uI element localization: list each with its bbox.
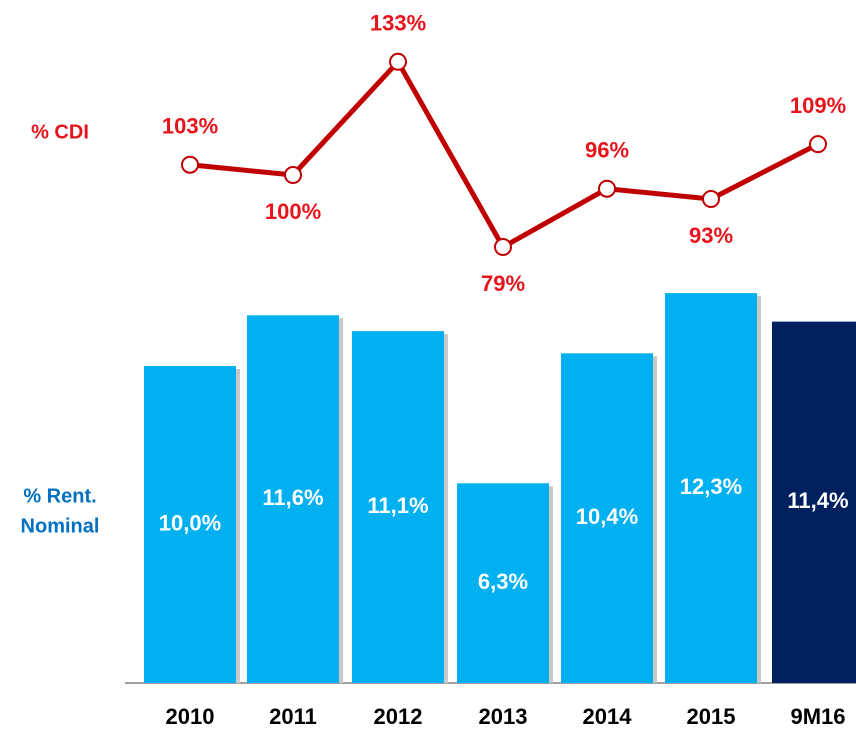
bar — [144, 366, 236, 683]
x-tick-label: 2011 — [269, 704, 317, 729]
bar — [247, 315, 339, 683]
x-tick-label: 2014 — [583, 704, 633, 729]
line-value-label: 133% — [370, 11, 426, 36]
line-value-label: 109% — [790, 93, 846, 118]
bar-value-label: 6,3% — [478, 569, 528, 594]
line-value-label: 79% — [481, 271, 525, 296]
x-tick-label: 2013 — [479, 704, 528, 729]
line-marker — [598, 179, 616, 198]
bar — [457, 483, 549, 683]
row-label: % CDI — [31, 121, 89, 143]
line-marker — [389, 52, 407, 71]
x-tick-label: 9M16 — [790, 704, 845, 729]
line-marker — [494, 238, 512, 257]
line-value-label: 93% — [689, 223, 733, 248]
line-marker — [284, 166, 302, 184]
line-marker — [702, 190, 720, 209]
line-marker — [181, 155, 199, 174]
bar — [561, 353, 653, 683]
bar-value-label: 10,4% — [576, 504, 638, 529]
line-value-label: 100% — [265, 199, 321, 224]
bar-value-label: 11,1% — [367, 493, 428, 518]
bar — [352, 331, 444, 683]
bar-value-label: 11,6% — [262, 485, 323, 510]
line-value-label: 96% — [585, 138, 629, 163]
line-value-label: 103% — [162, 114, 218, 139]
bar-value-label: 11,4% — [787, 488, 848, 513]
x-tick-label: 2015 — [687, 704, 736, 729]
bar — [772, 321, 856, 683]
x-tick-label: 2010 — [166, 704, 215, 729]
row-label: Nominal — [21, 515, 100, 537]
row-label: % Rent. — [23, 485, 96, 507]
bar-value-label: 10,0% — [159, 510, 221, 535]
line-marker — [809, 135, 827, 154]
bar-value-label: 12,3% — [680, 474, 742, 499]
bar — [665, 293, 757, 683]
x-tick-label: 2012 — [374, 704, 423, 729]
